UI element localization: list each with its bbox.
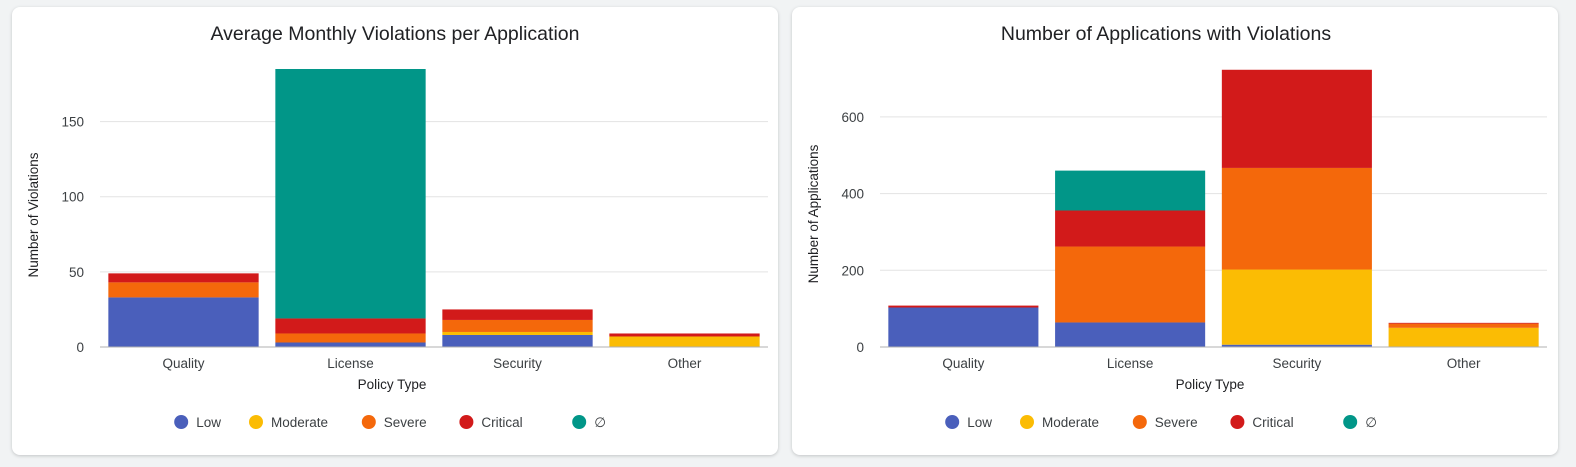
bar-segment-security-critical[interactable]	[1221, 69, 1372, 168]
y-tick-label: 50	[69, 265, 84, 280]
bar-segment-security-severe[interactable]	[1221, 167, 1372, 270]
legend-item-severe[interactable]: Severe	[361, 415, 427, 430]
legend-swatch	[249, 415, 263, 429]
bar-segment-license-none[interactable]	[275, 69, 426, 319]
legend-item-critical[interactable]: Critical	[1230, 415, 1294, 430]
legend-swatch	[1020, 415, 1034, 429]
legend-label: Severe	[384, 415, 427, 430]
bar-segment-license-low[interactable]	[1055, 322, 1206, 347]
bar-segment-quality-low[interactable]	[108, 297, 259, 347]
x-tick-label: Security	[493, 356, 542, 371]
bar-segment-license-critical[interactable]	[275, 318, 426, 334]
legend-swatch	[1132, 415, 1147, 429]
y-tick-label: 200	[841, 263, 864, 278]
x-axis-title: Policy Type	[1176, 377, 1245, 392]
legend-swatch	[945, 415, 960, 429]
x-axis-title: Policy Type	[358, 377, 427, 392]
y-tick-label: 400	[841, 187, 864, 202]
y-axis-title: Number of Applications	[806, 144, 821, 283]
x-tick-label: Other	[668, 356, 702, 371]
legend-item-critical[interactable]: Critical	[459, 415, 523, 430]
bar-segment-security-moderate[interactable]	[1221, 269, 1372, 345]
y-axis-title: Number of Violations	[26, 152, 41, 277]
x-tick-label: Other	[1447, 356, 1481, 371]
legend-label: ∅	[1365, 415, 1377, 430]
legend-label: ∅	[594, 415, 606, 430]
bar-segment-other-severe[interactable]	[1388, 323, 1539, 328]
x-tick-label: Quality	[162, 356, 204, 371]
legend-swatch	[1343, 415, 1358, 429]
applications-chart: Number of Applications with Violations P…	[806, 23, 1547, 430]
bar-segment-license-none[interactable]	[1055, 170, 1206, 211]
legend-swatch	[361, 415, 376, 429]
legend-label: Low	[967, 415, 992, 430]
legend-label: Moderate	[271, 415, 328, 430]
bar-segment-other-moderate[interactable]	[609, 336, 760, 347]
applications-chart-card: Number of Applications with Violations P…	[792, 7, 1558, 455]
x-tick-label: License	[1107, 356, 1154, 371]
legend-swatch	[572, 415, 587, 429]
legend-item-moderate[interactable]: Moderate	[249, 415, 328, 430]
bar-segment-license-severe[interactable]	[1055, 246, 1206, 323]
legend-item-severe[interactable]: Severe	[1132, 415, 1198, 430]
legend-item-none[interactable]: ∅	[1343, 415, 1377, 430]
bar-segment-quality-critical[interactable]	[888, 305, 1039, 308]
bar-segment-security-severe[interactable]	[442, 319, 593, 332]
y-tick-label: 0	[856, 340, 864, 355]
legend-swatch	[459, 415, 474, 429]
legend-label: Low	[196, 415, 221, 430]
legend: Low Moderate Severe Critical ∅	[174, 415, 606, 430]
chart-title: Average Monthly Violations per Applicati…	[211, 23, 580, 45]
legend-item-low[interactable]: Low	[174, 415, 221, 430]
bar-segment-other-moderate[interactable]	[1388, 327, 1539, 347]
bar-segment-quality-severe[interactable]	[108, 282, 259, 298]
x-tick-label: Quality	[942, 356, 984, 371]
x-tick-label: License	[327, 356, 374, 371]
legend-label: Moderate	[1042, 415, 1099, 430]
violations-chart: Average Monthly Violations per Applicati…	[26, 23, 768, 430]
bar-segment-security-moderate[interactable]	[442, 331, 593, 335]
legend-label: Critical	[481, 415, 522, 430]
legend-item-low[interactable]: Low	[945, 415, 992, 430]
bar-segment-quality-low[interactable]	[888, 307, 1039, 347]
legend-swatch	[1230, 415, 1245, 429]
violations-chart-card: Average Monthly Violations per Applicati…	[12, 7, 778, 455]
bar-segment-quality-critical[interactable]	[108, 273, 259, 283]
plot-area: 0 200 400 600 Quality License Security Other	[841, 69, 1547, 371]
y-tick-label: 150	[61, 115, 84, 130]
legend-item-moderate[interactable]: Moderate	[1020, 415, 1099, 430]
bar-segment-license-low[interactable]	[275, 342, 426, 347]
plot-area: 0 50 100 150 Quality License Security Other	[61, 69, 768, 371]
bar-segment-other-critical[interactable]	[1388, 322, 1539, 324]
legend-label: Severe	[1155, 415, 1198, 430]
y-tick-label: 0	[76, 340, 84, 355]
bar-segment-security-critical[interactable]	[442, 309, 593, 320]
bar-segment-security-low[interactable]	[1221, 344, 1372, 347]
bar-segment-other-critical[interactable]	[609, 333, 760, 337]
y-tick-label: 600	[841, 110, 864, 125]
y-tick-label: 100	[61, 190, 84, 205]
legend-swatch	[174, 415, 189, 429]
chart-title: Number of Applications with Violations	[1001, 23, 1331, 45]
legend-item-none[interactable]: ∅	[572, 415, 606, 430]
legend-label: Critical	[1252, 415, 1293, 430]
bar-segment-security-low[interactable]	[442, 334, 593, 347]
legend: Low Moderate Severe Critical ∅	[945, 415, 1377, 430]
bar-segment-license-severe[interactable]	[275, 333, 426, 343]
x-tick-label: Security	[1272, 356, 1321, 371]
bar-segment-license-critical[interactable]	[1055, 210, 1206, 247]
